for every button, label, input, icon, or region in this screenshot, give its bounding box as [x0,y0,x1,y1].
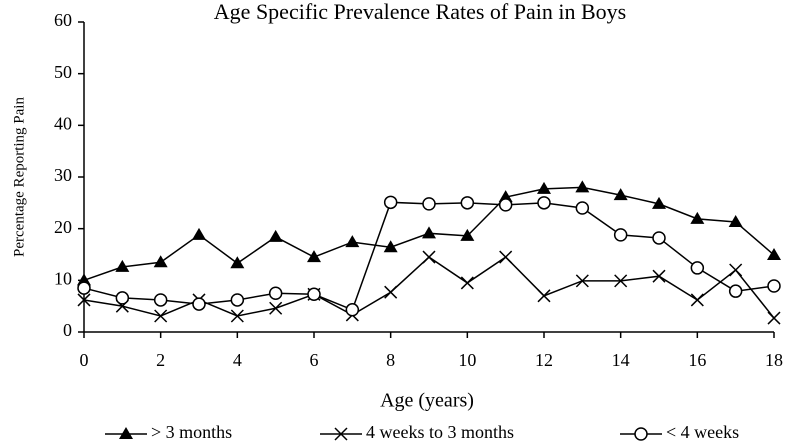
marker [728,214,743,227]
y-tick-label: 30 [54,165,72,185]
marker [690,211,705,224]
marker [652,231,666,245]
x-axis-label: Age (years) [380,390,474,412]
y-tick-label: 10 [54,268,72,288]
y-tick-label: 20 [54,217,72,237]
y-tick-label: 60 [54,10,72,30]
legend-label: < 4 weeks [666,422,739,442]
marker [230,256,245,269]
marker [729,263,743,277]
x-tick-label: 4 [233,350,242,370]
marker [460,228,475,241]
marker [77,293,91,307]
x-tick-label: 12 [535,350,553,370]
marker [192,297,206,311]
marker [268,286,283,300]
y-tick-label: 40 [54,113,72,133]
marker [269,301,283,315]
marker [153,293,168,307]
marker [334,427,348,441]
marker [498,198,513,212]
marker [230,293,245,307]
marker [345,235,360,248]
marker [384,285,398,299]
marker [634,427,648,441]
marker [154,309,168,323]
y-tick-label: 50 [54,62,72,82]
marker [728,284,743,298]
marker [652,269,666,283]
marker [767,311,781,325]
marker [614,274,628,288]
marker [115,291,130,305]
legend-label: 4 weeks to 3 months [366,422,514,442]
marker [153,255,168,268]
series-line [83,256,775,319]
marker [575,180,590,193]
marker [422,250,436,264]
marker [767,279,781,293]
y-axis-label: Percentage Reporting Pain [11,97,27,257]
marker [613,188,628,201]
marker [460,276,474,290]
marker [537,289,551,303]
y-tick-label: 0 [63,320,72,340]
marker [345,303,360,317]
x-tick-label: 0 [80,350,89,370]
marker [690,293,704,307]
marker [460,196,475,210]
marker [115,259,130,272]
marker [537,196,551,210]
marker [422,197,436,211]
x-tick-label: 8 [386,350,395,370]
marker [575,274,589,288]
marker [268,229,283,242]
marker [575,201,590,215]
x-tick-label: 14 [612,350,630,370]
x-tick-label: 16 [688,350,706,370]
marker [307,250,321,263]
legend-label: > 3 months [151,422,232,442]
marker [383,195,398,210]
marker [77,281,91,295]
chart-title: Age Specific Prevalence Rates of Pain in… [214,0,626,24]
marker [119,427,133,439]
marker [767,248,781,261]
x-tick-label: 2 [156,350,165,370]
x-tick-label: 6 [310,350,319,370]
marker [537,181,551,194]
marker [230,309,244,323]
x-tick-label: 18 [765,350,783,370]
marker [383,240,398,253]
marker [307,287,321,302]
x-tick-label: 10 [458,350,476,370]
marker [499,250,513,264]
marker [422,226,436,239]
marker [652,196,666,209]
marker [690,261,705,275]
marker [192,227,206,240]
marker [613,228,628,242]
